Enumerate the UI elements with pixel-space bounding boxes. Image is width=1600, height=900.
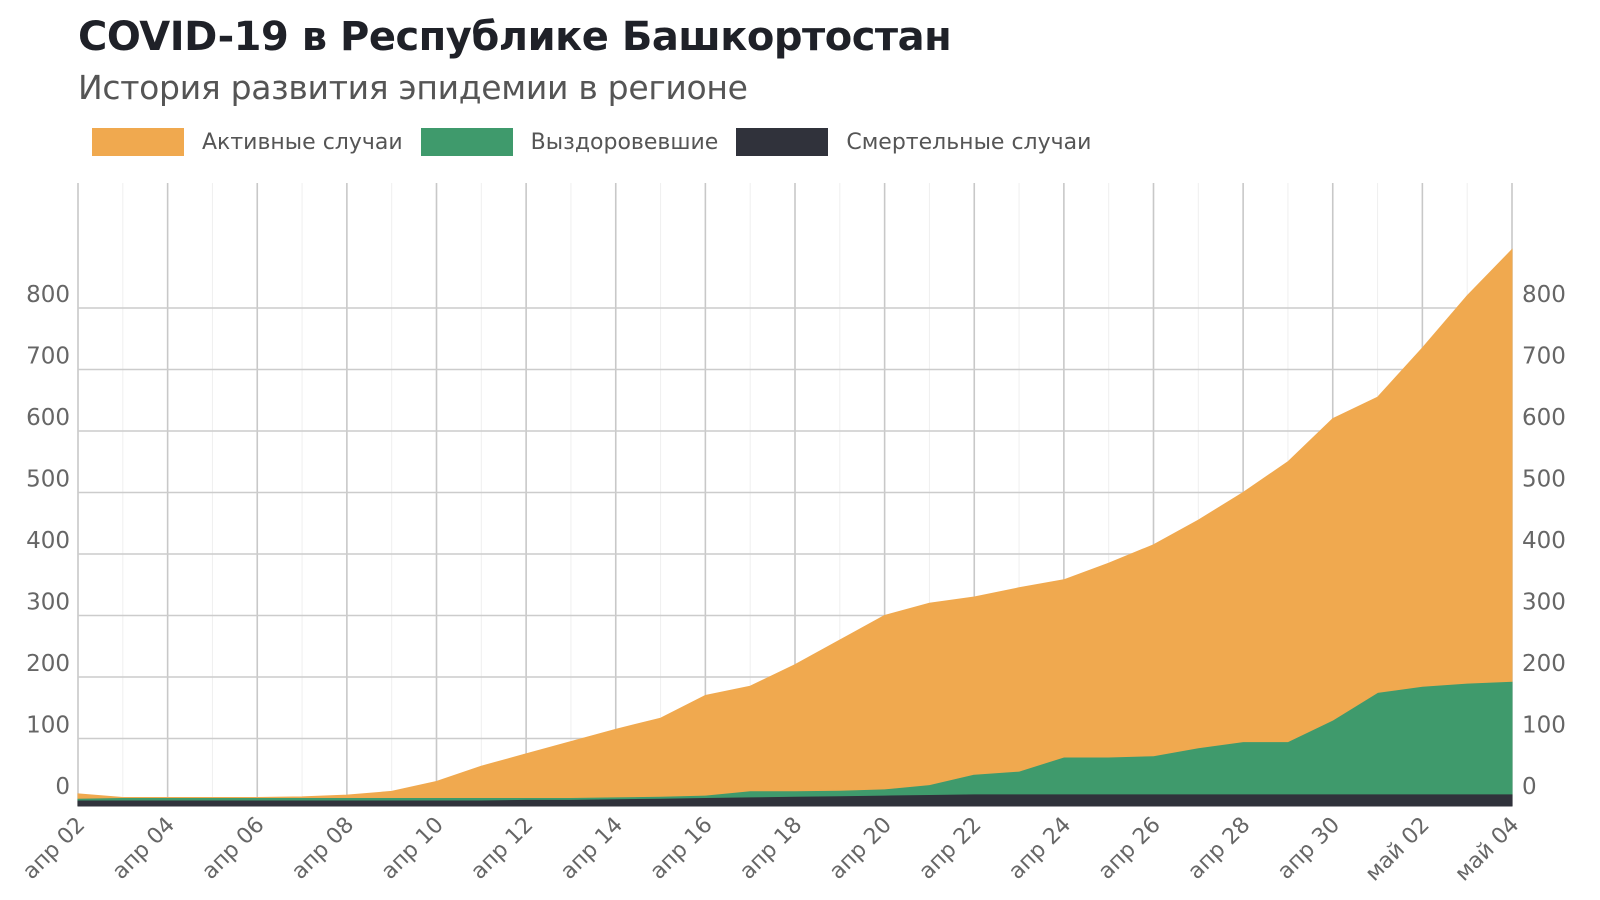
x-tick-label: апр 22 xyxy=(914,813,986,885)
x-tick-label: май 04 xyxy=(1450,813,1524,887)
y-tick-label: 400 xyxy=(26,528,70,554)
legend-item-recovered: Выздоровевшие xyxy=(420,128,719,156)
x-tick-label: апр 24 xyxy=(1004,813,1076,885)
x-tick-label: апр 20 xyxy=(825,813,897,885)
y-tick-label: 300 xyxy=(1522,590,1566,616)
x-tick-label: апр 04 xyxy=(108,813,180,885)
x-tick-label: апр 26 xyxy=(1094,813,1166,885)
legend-swatch-deaths xyxy=(736,128,829,156)
y-tick-label: 200 xyxy=(26,651,70,677)
y-tick-label: 600 xyxy=(1522,405,1566,431)
y-tick-label: 0 xyxy=(55,774,70,800)
x-tick-label: апр 08 xyxy=(287,813,359,885)
y-tick-label: 300 xyxy=(26,590,70,616)
legend-swatch-recovered xyxy=(420,128,513,156)
y-tick-label: 0 xyxy=(1522,774,1537,800)
legend-item-active: Активные случаи xyxy=(92,128,403,156)
area-active xyxy=(77,248,1513,799)
legend-label-deaths: Смертельные случаи xyxy=(846,129,1092,155)
chart-legend: Активные случаи Выздоровевшие Смертельны… xyxy=(92,128,1109,156)
x-tick-label: апр 02 xyxy=(18,813,90,885)
y-tick-label: 500 xyxy=(26,467,70,493)
y-tick-label: 600 xyxy=(26,405,70,431)
y-tick-label: 100 xyxy=(26,713,70,739)
x-tick-label: апр 14 xyxy=(556,813,628,885)
x-tick-label: апр 18 xyxy=(735,813,807,885)
x-tick-label: апр 06 xyxy=(197,813,269,885)
y-tick-label: 200 xyxy=(1522,651,1566,677)
y-tick-label: 400 xyxy=(1522,528,1566,554)
chart-subtitle: История развития эпидемии в регионе xyxy=(78,68,748,107)
y-tick-label: 800 xyxy=(1522,282,1566,308)
y-tick-label: 100 xyxy=(1522,713,1566,739)
x-tick-label: апр 12 xyxy=(466,813,538,885)
x-tick-label: апр 10 xyxy=(377,813,449,885)
legend-item-deaths: Смертельные случаи xyxy=(736,128,1091,156)
x-tick-label: апр 28 xyxy=(1183,813,1255,885)
y-axis-right: 0 100 200 300 400 500 600 700 800 xyxy=(1522,282,1566,800)
x-axis: апр 02 апр 04 апр 06 апр 08 апр 10 апр 12 апр … xyxy=(18,813,1524,887)
y-axis-left: 0 100 200 300 400 500 600 700 800 xyxy=(26,282,70,800)
y-tick-label: 700 xyxy=(1522,344,1566,370)
chart-title: COVID-19 в Республике Башкортостан xyxy=(78,14,952,60)
y-tick-label: 500 xyxy=(1522,467,1566,493)
y-tick-label: 800 xyxy=(26,282,70,308)
x-tick-label: апр 30 xyxy=(1273,813,1345,885)
x-tick-label: май 02 xyxy=(1361,813,1435,887)
legend-label-recovered: Выздоровевшие xyxy=(530,129,719,155)
y-tick-label: 700 xyxy=(26,344,70,370)
chart-areas xyxy=(77,248,1513,807)
legend-swatch-active xyxy=(92,128,184,156)
x-tick-label: апр 16 xyxy=(646,813,718,885)
legend-label-active: Активные случаи xyxy=(202,129,403,155)
